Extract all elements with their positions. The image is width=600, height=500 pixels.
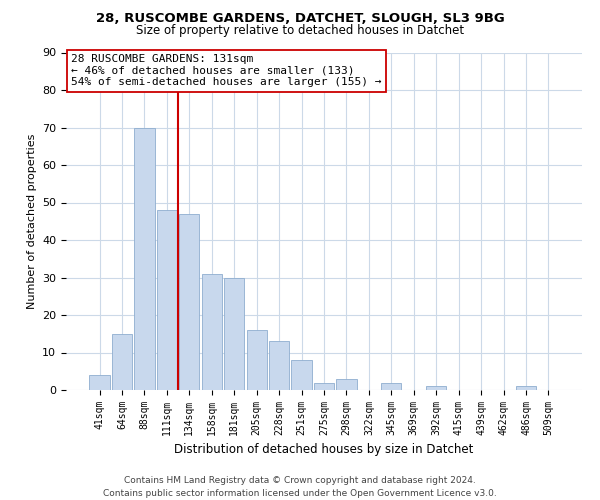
Bar [224,278,244,390]
Bar [292,360,311,390]
Y-axis label: Number of detached properties: Number of detached properties [26,134,37,309]
Text: Size of property relative to detached houses in Datchet: Size of property relative to detached ho… [136,24,464,37]
Bar [516,386,536,390]
Bar [426,386,446,390]
Text: 28, RUSCOMBE GARDENS, DATCHET, SLOUGH, SL3 9BG: 28, RUSCOMBE GARDENS, DATCHET, SLOUGH, S… [95,12,505,26]
Bar [269,341,289,390]
Bar [112,334,132,390]
Bar [247,330,267,390]
Bar [314,382,334,390]
Bar [202,274,222,390]
Bar [89,375,110,390]
Bar [381,382,401,390]
Text: Contains HM Land Registry data © Crown copyright and database right 2024.
Contai: Contains HM Land Registry data © Crown c… [103,476,497,498]
Text: 28 RUSCOMBE GARDENS: 131sqm
← 46% of detached houses are smaller (133)
54% of se: 28 RUSCOMBE GARDENS: 131sqm ← 46% of det… [71,54,382,88]
Bar [337,379,356,390]
Bar [179,214,199,390]
Bar [157,210,177,390]
X-axis label: Distribution of detached houses by size in Datchet: Distribution of detached houses by size … [175,444,473,456]
Bar [134,128,155,390]
